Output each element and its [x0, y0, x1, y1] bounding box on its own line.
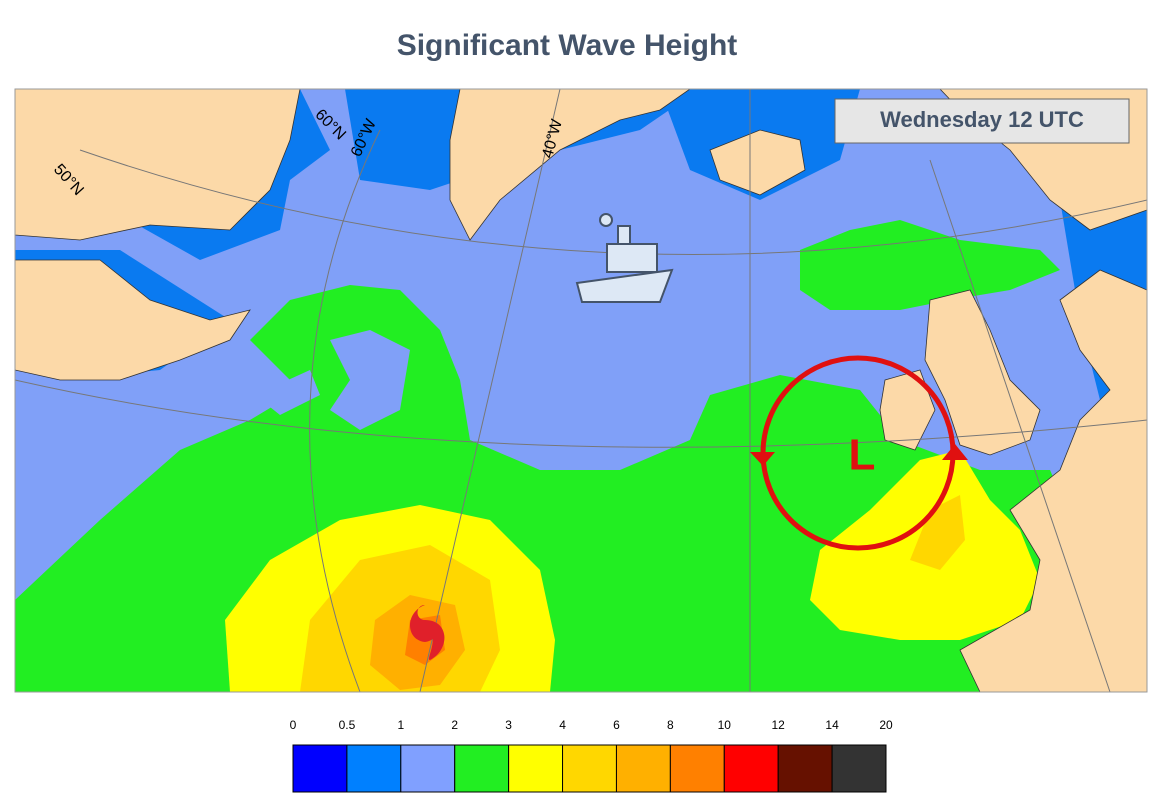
- land: [879, 369, 936, 451]
- wave-zone: [330, 330, 410, 430]
- land: [709, 129, 806, 196]
- colorbar-tick-label: 12: [772, 718, 786, 732]
- wave-zone: [800, 220, 1060, 310]
- time-label: Wednesday 12 UTC: [880, 107, 1084, 132]
- colorbar-box: [777, 744, 833, 793]
- graticule: [15, 379, 1147, 448]
- colorbar-box: [723, 744, 779, 793]
- colorbar-tick-label: 8: [667, 718, 674, 732]
- graticule: [419, 89, 561, 692]
- colorbar-tick-label: 3: [505, 718, 512, 732]
- title: Significant Wave Height: [397, 29, 738, 62]
- colorbar-box: [400, 744, 456, 793]
- land: [15, 89, 301, 241]
- colorbar-tick-label: 6: [613, 718, 620, 732]
- colorbar-tick-label: 2: [451, 718, 458, 732]
- colorbar-box: [454, 744, 510, 793]
- time-box: [834, 98, 1130, 144]
- arrow: [942, 444, 968, 460]
- ship-icon: [575, 213, 674, 303]
- colorbar-tick-label: 1: [397, 718, 404, 732]
- colorbar-tick-label: 20: [879, 718, 893, 732]
- graticule: [309, 129, 381, 692]
- colorbar-tick-label: 0: [290, 718, 297, 732]
- map-frame: [14, 88, 1148, 693]
- colorbar-tick-label: 10: [718, 718, 732, 732]
- colorbar-box: [831, 744, 887, 793]
- colorbar-box: [508, 744, 564, 793]
- colorbar-box: [346, 744, 402, 793]
- low-label: L: [849, 431, 876, 480]
- land: [15, 259, 251, 381]
- colorbar-box: [562, 744, 617, 793]
- wave-zone: [910, 495, 965, 570]
- colorbar-box: [615, 744, 671, 793]
- colorbar-tick-label: 14: [825, 718, 839, 732]
- colorbar-box: [669, 744, 725, 793]
- wave-zone: [255, 370, 320, 415]
- map: 50°N 60°N 60°W 40°W L Wednesday 12 UTC: [14, 88, 1148, 693]
- land: [449, 89, 691, 241]
- colorbar-tick-label: 0.5: [339, 718, 356, 732]
- colorbar-box: [292, 744, 348, 793]
- colorbar-tick-label: 4: [559, 718, 566, 732]
- colorbar: 0 0.5 1 2 3 4 6 8 10 12 14 20: [290, 718, 893, 793]
- arrow: [750, 452, 775, 466]
- graticule: [929, 159, 1111, 692]
- hurricane-icon: [410, 605, 445, 660]
- land: [959, 269, 1147, 692]
